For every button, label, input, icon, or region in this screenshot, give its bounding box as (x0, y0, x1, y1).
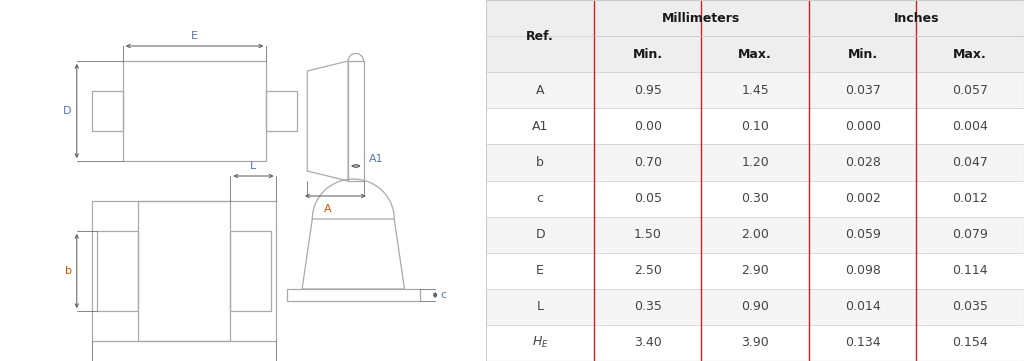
Text: 0.037: 0.037 (845, 84, 881, 97)
Bar (486, 180, 1024, 217)
Text: Inches: Inches (894, 12, 939, 25)
Text: b: b (65, 266, 72, 276)
Bar (287, 289, 420, 301)
Text: 0.134: 0.134 (845, 336, 881, 349)
Text: 0.047: 0.047 (952, 156, 988, 169)
Text: 2.50: 2.50 (634, 264, 662, 277)
Text: c: c (537, 192, 544, 205)
Bar (230, 231, 271, 311)
Text: A1: A1 (532, 120, 548, 133)
Bar (486, 325, 1024, 361)
Text: 0.10: 0.10 (741, 120, 769, 133)
Text: 0.057: 0.057 (952, 84, 988, 97)
Text: Min.: Min. (633, 48, 663, 61)
Bar (92, 201, 276, 341)
Text: A: A (536, 84, 545, 97)
Text: 0.35: 0.35 (634, 300, 662, 313)
Text: Ref.: Ref. (526, 30, 554, 43)
Text: 0.90: 0.90 (741, 300, 769, 313)
Text: 0.014: 0.014 (845, 300, 881, 313)
Text: A1: A1 (369, 154, 383, 164)
Text: 0.95: 0.95 (634, 84, 662, 97)
Bar (486, 36, 1024, 72)
Text: 1.45: 1.45 (741, 84, 769, 97)
Text: $H_E$: $H_E$ (531, 335, 549, 351)
Bar (266, 91, 297, 131)
Text: E: E (537, 264, 544, 277)
Text: 3.40: 3.40 (634, 336, 662, 349)
Text: Max.: Max. (953, 48, 987, 61)
Text: 1.20: 1.20 (741, 156, 769, 169)
Text: 0.05: 0.05 (634, 192, 662, 205)
Bar (486, 72, 1024, 108)
Text: 1.50: 1.50 (634, 228, 662, 241)
Text: 0.002: 0.002 (845, 192, 881, 205)
Text: 0.098: 0.098 (845, 264, 881, 277)
Bar (486, 217, 1024, 253)
Text: A: A (324, 204, 332, 214)
Text: 0.059: 0.059 (845, 228, 881, 241)
Text: 2.00: 2.00 (741, 228, 769, 241)
Bar (486, 144, 1024, 180)
Text: Millimeters: Millimeters (663, 12, 740, 25)
Text: 0.000: 0.000 (845, 120, 881, 133)
Text: 0.028: 0.028 (845, 156, 881, 169)
Bar (348, 61, 364, 181)
Text: E: E (191, 31, 198, 41)
Bar (486, 253, 1024, 289)
Bar (92, 91, 123, 131)
Text: D: D (63, 106, 72, 116)
Text: Min.: Min. (848, 48, 878, 61)
Bar (486, 0, 1024, 36)
Text: 0.114: 0.114 (952, 264, 988, 277)
Text: 0.154: 0.154 (952, 336, 988, 349)
Text: L: L (537, 300, 544, 313)
Text: 0.30: 0.30 (741, 192, 769, 205)
Bar (486, 289, 1024, 325)
Text: 0.70: 0.70 (634, 156, 662, 169)
Text: 0.035: 0.035 (952, 300, 988, 313)
Text: Max.: Max. (738, 48, 772, 61)
Text: L: L (250, 161, 257, 171)
Text: b: b (537, 156, 544, 169)
Text: 0.004: 0.004 (952, 120, 988, 133)
Bar (123, 61, 266, 161)
Text: D: D (536, 228, 545, 241)
Text: 0.079: 0.079 (952, 228, 988, 241)
Bar (486, 108, 1024, 144)
Text: 0.012: 0.012 (952, 192, 988, 205)
Text: c: c (440, 290, 446, 300)
Text: 0.00: 0.00 (634, 120, 662, 133)
Bar (97, 231, 138, 311)
Text: 2.90: 2.90 (741, 264, 769, 277)
Text: 3.90: 3.90 (741, 336, 769, 349)
